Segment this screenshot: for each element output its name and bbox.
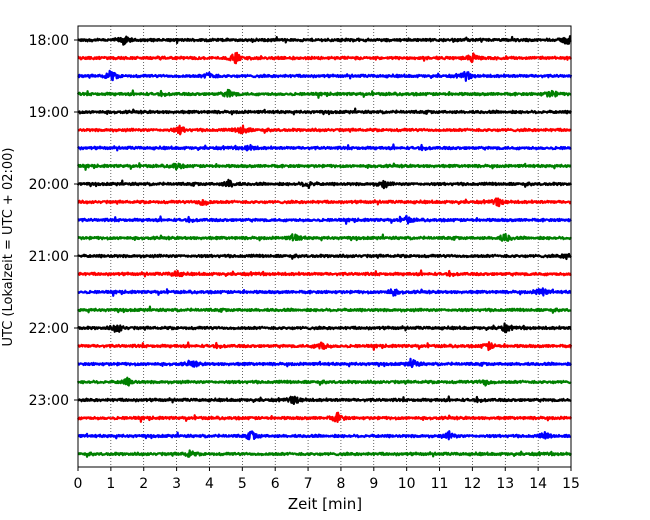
trace-line	[77, 430, 572, 441]
x-tick-label: 13	[496, 476, 514, 492]
y-tick-label: 21:00	[29, 249, 69, 265]
x-tick-label: 1	[106, 476, 115, 492]
trace-line	[77, 357, 573, 369]
x-tick-label: 8	[336, 476, 345, 492]
trace-line	[77, 197, 572, 208]
y-tick-label: 22:00	[29, 321, 69, 337]
trace-line	[77, 449, 572, 458]
trace-line	[76, 411, 573, 423]
x-tick-label: 3	[172, 476, 181, 492]
trace-line	[77, 124, 572, 136]
trace-line	[77, 269, 572, 278]
x-tick-label: 4	[205, 476, 214, 492]
x-tick-label: 12	[463, 476, 481, 492]
x-tick-label: 11	[431, 476, 449, 492]
x-tick-label: 15	[562, 476, 580, 492]
y-axis: 18:00 19:00 20:00 21:00 22:00 23:00	[29, 33, 78, 409]
trace-line	[77, 214, 572, 225]
trace-line	[76, 178, 573, 190]
x-tick-label: 9	[369, 476, 378, 492]
trace-line	[76, 88, 572, 99]
x-axis-label: Zeit [min]	[288, 495, 362, 513]
x-tick-label: 0	[74, 476, 83, 492]
x-tick-label: 5	[238, 476, 247, 492]
x-tick-label: 10	[398, 476, 416, 492]
trace-line	[77, 287, 572, 297]
trace-line	[77, 162, 572, 171]
trace-line	[77, 322, 572, 334]
trace-line	[77, 232, 572, 242]
y-tick-label: 18:00	[29, 33, 69, 49]
trace-line	[77, 107, 573, 116]
x-tick-label: 14	[529, 476, 547, 492]
trace-line	[77, 51, 573, 65]
trace-line	[77, 341, 573, 352]
trace-line	[77, 305, 572, 314]
y-tick-label: 19:00	[29, 105, 69, 121]
x-axis: 0 1 2 3 4 5 6 7 8 9 10 11 12 13 14 15	[74, 467, 580, 492]
trace-line	[77, 395, 572, 406]
x-tick-label: 7	[304, 476, 313, 492]
trace-line	[77, 69, 573, 82]
traces	[76, 35, 573, 458]
trace-line	[76, 376, 572, 387]
y-tick-label: 20:00	[29, 177, 69, 193]
y-tick-label: 23:00	[29, 393, 69, 409]
x-tick-label: 6	[271, 476, 280, 492]
x-tick-label: 2	[139, 476, 148, 492]
plot-frame	[77, 25, 572, 468]
trace-line	[77, 143, 572, 152]
trace-line	[77, 35, 572, 46]
trace-line	[77, 252, 572, 261]
y-axis-label: UTC (Lokalzeit = UTC + 02:00)	[1, 148, 16, 347]
